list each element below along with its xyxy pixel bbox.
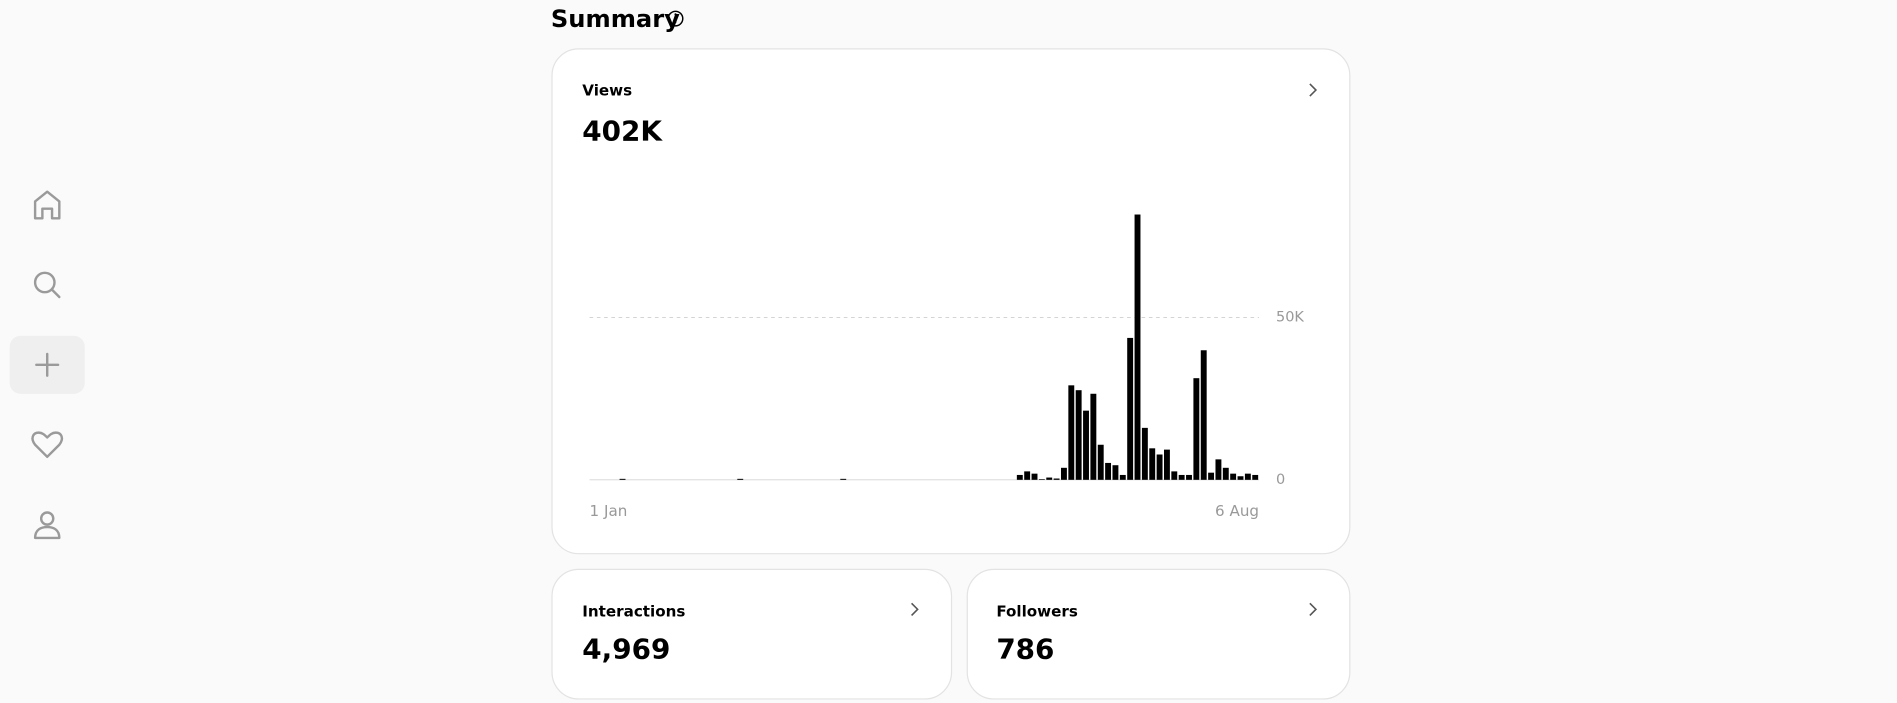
bar [1060, 467, 1067, 480]
bar [1193, 378, 1200, 480]
bar [840, 478, 847, 480]
y-tick-label: 0 [1276, 472, 1285, 488]
interactions-card[interactable] [551, 568, 953, 700]
bar [1119, 474, 1126, 480]
bar [1230, 473, 1237, 480]
views-chart: 0 50K 1 Jan 6 Aug [589, 214, 1304, 520]
y-tick-label: 50K [1276, 309, 1304, 325]
bar [1083, 410, 1089, 480]
bar [1222, 467, 1229, 480]
card-label: Followers [996, 602, 1078, 620]
card-value: 786 [996, 633, 1054, 666]
sidebar [9, 190, 85, 540]
bar [1053, 478, 1060, 480]
create-icon[interactable] [35, 352, 60, 377]
bar [1252, 474, 1259, 480]
bar [1200, 350, 1207, 480]
bar [1208, 472, 1215, 480]
bar [1149, 448, 1156, 480]
bar [1068, 385, 1075, 480]
views-card[interactable] [551, 48, 1351, 555]
bar [1244, 473, 1251, 480]
bar [619, 478, 626, 480]
bar [1075, 390, 1082, 480]
bar [1090, 393, 1097, 480]
bar [1016, 474, 1023, 480]
bar [1134, 214, 1141, 480]
x-label: 1 Jan [590, 502, 628, 520]
chevron[interactable] [1309, 602, 1318, 616]
bar [1215, 459, 1222, 480]
search-icon[interactable] [33, 271, 61, 299]
section-title: Summary [551, 5, 680, 33]
followers-card[interactable] [966, 568, 1351, 700]
bar [1038, 479, 1045, 480]
bar [737, 478, 744, 480]
bar [1031, 473, 1038, 480]
chevron[interactable] [911, 602, 919, 616]
bar [1237, 476, 1244, 480]
bar [1163, 449, 1170, 480]
bar [1046, 477, 1053, 480]
bar [1097, 444, 1104, 480]
home-icon[interactable] [33, 190, 61, 220]
bar [1186, 474, 1192, 480]
profile-icon[interactable] [33, 511, 61, 540]
bar [1141, 427, 1148, 480]
card-value: 4,969 [582, 633, 670, 666]
chevron[interactable] [1309, 83, 1318, 97]
bar [1171, 471, 1178, 480]
x-label: 6 Aug [1215, 502, 1259, 520]
bar [1112, 465, 1119, 480]
bar [1156, 454, 1163, 480]
card-label: Views [582, 82, 632, 100]
info-icon[interactable] [667, 10, 684, 27]
bar [1105, 462, 1112, 480]
card-value: 402K [582, 114, 663, 147]
bar [1178, 474, 1185, 480]
activity-icon[interactable] [31, 431, 64, 459]
bar [1024, 471, 1031, 480]
bar [1127, 337, 1134, 480]
card-label: Interactions [582, 602, 685, 620]
